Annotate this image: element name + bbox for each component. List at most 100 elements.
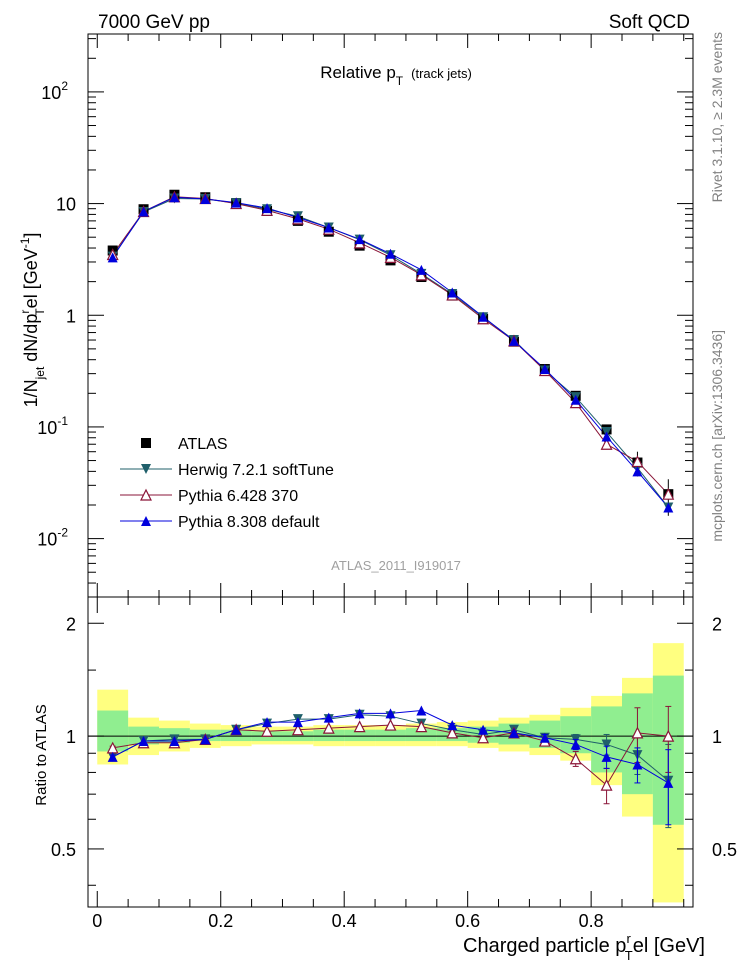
main-point <box>600 437 613 450</box>
labels: 7000 GeV pp Soft QCD Rivet 3.1.10, ≥ 2.3… <box>18 12 725 963</box>
ratio-band-inner <box>313 729 345 742</box>
ratio-point <box>261 724 274 737</box>
legend-marker <box>141 464 151 474</box>
ratio-point <box>231 724 242 735</box>
ratio-xtick-label: 0 <box>92 911 102 931</box>
ratio-xtick-label: 0.2 <box>208 911 233 931</box>
ratio-point <box>138 736 149 747</box>
ratio-point <box>447 720 458 731</box>
ratio-point <box>631 726 644 739</box>
ratio-band-inner <box>344 729 376 742</box>
main-point <box>169 192 180 203</box>
main-point <box>447 287 458 298</box>
main-point <box>354 234 365 245</box>
main-ytick-label: 10-1 <box>37 414 68 438</box>
ratio-point <box>292 717 303 728</box>
ratio-point <box>600 778 613 791</box>
legend-label: Herwig 7.2.1 softTune <box>178 462 334 479</box>
main-ytick-label: 10-2 <box>37 526 68 550</box>
legend-marker <box>140 488 152 501</box>
ratio-point <box>384 718 397 731</box>
analysis-watermark: ATLAS_2011_I919017 <box>331 558 461 573</box>
ratio-band-inner <box>405 728 437 742</box>
ratio-ytick-label: 2 <box>66 614 76 634</box>
ratio-point <box>291 723 304 736</box>
main-point <box>416 264 427 275</box>
ratio-point <box>632 759 643 770</box>
ratio-point <box>539 732 550 743</box>
ratio-point <box>569 752 582 765</box>
ratio-ylabel: Ratio to ATLAS <box>33 704 50 805</box>
legend-label: Pythia 8.308 default <box>178 514 320 531</box>
main-point <box>601 431 612 442</box>
main-panel: 10-2 10-1 1 10 102 <box>37 33 694 598</box>
ratio-point <box>662 729 675 742</box>
main-point <box>323 222 334 233</box>
ratio-point <box>169 736 180 747</box>
main-point <box>262 203 273 214</box>
ratio-point <box>477 731 490 744</box>
main-point <box>292 212 303 223</box>
main-point <box>107 252 118 263</box>
ratio-xtick-label: 0.8 <box>579 911 604 931</box>
main-point <box>570 394 581 405</box>
side-text-bottom: mcplots.cern.ch [arXiv:1306.3436] <box>709 330 725 542</box>
ratio-point <box>601 739 612 750</box>
main-point <box>415 268 428 281</box>
ratio-panel: 0.5 0.5 1 1 2 2 0 0.2 0.4 0.6 0.8 <box>51 596 737 931</box>
ratio-ytick-label-right: 1 <box>712 727 722 747</box>
legend: ATLAS Herwig 7.2.1 softTune Pythia 6.428 3… <box>120 436 334 531</box>
main-ylabel: 1/Njet dN/dprTel [GeV-1] <box>18 233 47 408</box>
header-right: Soft QCD <box>609 12 690 33</box>
ratio-point <box>508 727 519 738</box>
ratio-point <box>262 717 273 728</box>
header-left: 7000 GeV pp <box>98 12 210 33</box>
main-point <box>662 487 675 500</box>
main-point <box>385 248 396 259</box>
ratio-frame <box>87 596 694 908</box>
main-title: Relative pT (track jets) <box>320 63 472 88</box>
ratio-xlabel: Charged particle pr Tel [GeV] <box>463 931 705 963</box>
ratio-point <box>385 708 396 719</box>
main-ytick-label: 102 <box>41 79 68 103</box>
main-point <box>478 311 489 322</box>
ratio-point <box>322 721 335 734</box>
ratio-point <box>416 705 427 716</box>
ratio-xtick-label: 0.6 <box>455 911 480 931</box>
ratio-point <box>323 712 334 723</box>
ratio-point <box>415 720 428 733</box>
ratio-point <box>601 751 612 762</box>
main-ytick-label: 1 <box>66 306 76 326</box>
ratio-band-inner <box>128 726 159 745</box>
ratio-ytick-label-right: 2 <box>712 614 722 634</box>
legend-label: ATLAS <box>178 436 228 453</box>
ratio-band-inner <box>375 729 406 742</box>
main-series-line <box>112 196 669 508</box>
main-point <box>663 502 674 513</box>
ratio-band-inner <box>220 729 252 742</box>
ratio-ytick-label: 1 <box>66 727 76 747</box>
main-point <box>508 335 519 346</box>
legend-marker <box>141 516 151 526</box>
main-point <box>231 197 242 208</box>
ratio-point <box>446 726 459 739</box>
ratio-ytick-label: 0.5 <box>51 840 76 860</box>
main-frame <box>87 33 694 598</box>
main-point <box>539 364 550 375</box>
ratio-point <box>107 751 118 762</box>
ratio-xtick-label: 0.4 <box>332 911 357 931</box>
ratio-point <box>663 777 674 788</box>
main-point <box>632 466 643 477</box>
ratio-point <box>478 724 489 735</box>
main-ytick-label: 10 <box>56 195 76 215</box>
ratio-ytick-label-right: 0.5 <box>712 840 737 860</box>
main-point <box>200 193 211 204</box>
ratio-point <box>200 734 211 745</box>
legend-marker <box>141 438 151 448</box>
main-point <box>138 206 149 217</box>
ratio-point <box>354 708 365 719</box>
legend-label: Pythia 6.428 370 <box>178 488 298 505</box>
side-text-top: Rivet 3.1.10, ≥ 2.3M events <box>709 32 725 202</box>
ratio-point <box>570 739 581 750</box>
